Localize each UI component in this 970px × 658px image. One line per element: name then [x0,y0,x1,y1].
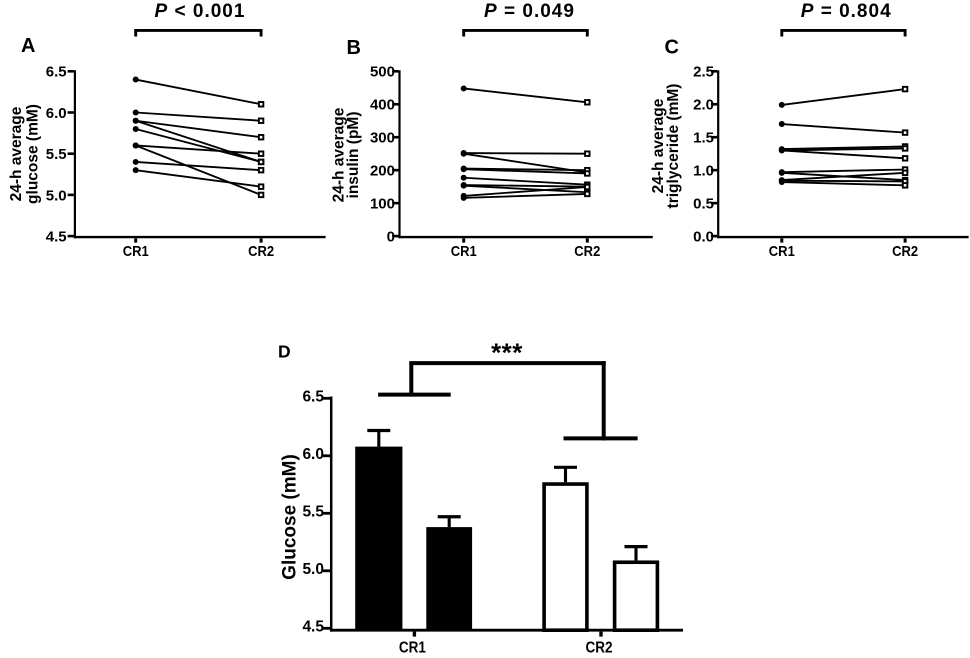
svg-text:P = 0.049: P = 0.049 [484,1,575,22]
svg-text:insulin (pM): insulin (pM) [345,112,362,199]
svg-text:2.0: 2.0 [693,97,714,114]
svg-text:P = 0.804: P = 0.804 [801,1,892,22]
svg-text:***: *** [491,338,523,368]
svg-text:CR2: CR2 [892,243,918,260]
svg-text:2.5: 2.5 [693,64,714,81]
svg-text:CR1: CR1 [399,640,426,654]
svg-text:6.0: 6.0 [46,105,67,122]
svg-text:24-h average: 24-h average [650,98,667,193]
svg-text:glucose (mM): glucose (mM) [25,104,42,204]
svg-text:CR2: CR2 [586,640,613,654]
svg-text:A: A [21,35,35,57]
svg-text:400: 400 [370,97,395,114]
svg-text:5.0: 5.0 [46,187,67,204]
svg-text:500: 500 [370,64,395,81]
svg-text:D: D [278,342,291,362]
svg-text:0.5: 0.5 [693,196,714,213]
svg-text:4.5: 4.5 [46,229,67,246]
svg-text:CR2: CR2 [574,243,600,260]
svg-text:5.5: 5.5 [302,504,324,521]
svg-text:CR1: CR1 [769,243,795,260]
svg-text:CR1: CR1 [123,243,149,260]
svg-text:P < 0.001: P < 0.001 [155,1,246,22]
svg-text:6.5: 6.5 [46,64,67,81]
svg-text:4.5: 4.5 [302,619,324,636]
svg-text:B: B [347,37,361,59]
svg-text:C: C [665,37,679,59]
svg-text:300: 300 [370,130,395,147]
svg-text:5.5: 5.5 [46,146,67,163]
svg-text:CR1: CR1 [451,243,477,260]
svg-text:1.0: 1.0 [693,163,714,180]
svg-text:triglyceride (mM): triglyceride (mM) [665,84,682,209]
svg-text:24-h average: 24-h average [8,106,25,201]
svg-text:CR2: CR2 [248,243,274,260]
svg-text:Glucose (mM): Glucose (mM) [280,454,301,580]
svg-text:24-h average: 24-h average [330,107,347,202]
svg-text:200: 200 [370,163,395,180]
svg-text:6.5: 6.5 [302,389,324,406]
svg-text:1.5: 1.5 [693,130,714,147]
svg-text:0.0: 0.0 [693,229,714,246]
svg-text:100: 100 [370,196,395,213]
svg-text:5.0: 5.0 [302,561,324,578]
svg-text:0: 0 [387,229,395,246]
svg-text:6.0: 6.0 [302,446,324,463]
